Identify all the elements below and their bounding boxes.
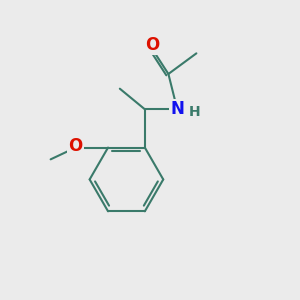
Text: N: N <box>170 100 184 118</box>
Text: O: O <box>145 35 159 53</box>
Text: H: H <box>189 105 201 118</box>
Text: O: O <box>68 137 83 155</box>
